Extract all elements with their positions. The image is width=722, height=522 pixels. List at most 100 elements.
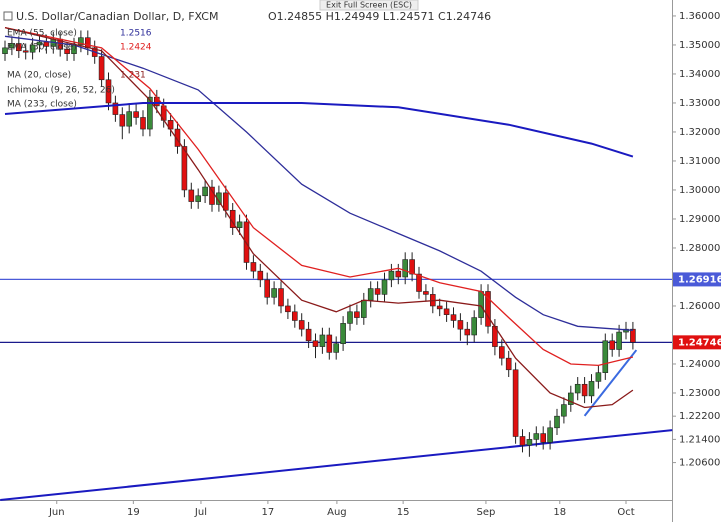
collapse-icon[interactable]: [3, 11, 13, 21]
candle-body: [236, 221, 243, 228]
candle-body: [181, 146, 188, 191]
candle-body: [554, 415, 560, 429]
candle-body: [209, 186, 215, 205]
y-tick-label: 1.33000: [679, 98, 720, 109]
x-tick-label: Jun: [48, 507, 65, 518]
candle-body: [36, 41, 43, 46]
candle-body: [112, 102, 119, 115]
ohlc: O1.24855 H1.24949 L1.24571 C1.24746: [268, 10, 491, 23]
legend-value: 1.2516: [120, 29, 152, 39]
y-tick-label: 1.31000: [679, 156, 720, 167]
legend-entry: MA (20, close): [7, 71, 71, 81]
exit-fullscreen[interactable]: Exit Full Screen (ESC): [326, 1, 412, 10]
legend-entry: MA (233, close): [7, 100, 77, 110]
candle-body: [402, 259, 409, 278]
candle-body: [485, 291, 491, 327]
x-tick-label: Sep: [477, 507, 496, 518]
trendline: [583, 349, 638, 417]
moving-average: [4, 26, 634, 409]
y-tick-label: 1.21400: [679, 434, 720, 445]
candle-body: [216, 192, 222, 205]
y-tick-label: 1.32000: [679, 127, 720, 138]
candle-body: [188, 189, 195, 202]
level-label: 1.24746: [678, 337, 722, 348]
exit-fullscreen-button[interactable]: [319, 0, 419, 11]
candle-body: [340, 323, 346, 344]
legend-entry: EMA (55, close): [7, 29, 77, 39]
header: Exit Full Screen (ESC) U.S. Dollar/Canad…: [3, 0, 491, 110]
level-label: 1.26916: [678, 274, 722, 285]
legend-entry: EMA (30, close): [7, 43, 77, 53]
candle-body: [471, 317, 478, 336]
candle-body: [464, 328, 471, 336]
candle-body: [533, 433, 540, 440]
candle-body: [223, 192, 229, 211]
candle-body: [367, 288, 374, 301]
candle-body: [22, 50, 29, 53]
candle-body: [119, 114, 126, 127]
candle-body: [360, 299, 367, 318]
candle-body: [588, 381, 595, 397]
candle-body: [381, 279, 388, 295]
candle-body: [347, 311, 353, 324]
y-tick-label: 1.34000: [679, 69, 720, 80]
candle-body: [388, 270, 395, 281]
level-box: [673, 335, 721, 350]
candle-body: [478, 291, 484, 318]
candle-body: [257, 270, 264, 281]
candle-body: [443, 308, 450, 315]
candle-body: [2, 47, 8, 54]
candle-body: [602, 340, 609, 373]
candle-body: [285, 305, 291, 313]
candle-body: [567, 392, 574, 405]
candle-body: [298, 320, 305, 330]
legend-entry: Ichimoku (9, 26, 52, 26): [7, 86, 115, 96]
candle-body: [250, 262, 257, 272]
x-tick-label: Aug: [327, 507, 347, 518]
candle-body: [64, 49, 70, 54]
candle-body: [423, 291, 429, 295]
y-tick-label: 1.35000: [679, 40, 720, 51]
candle-body: [581, 383, 588, 397]
candle-body: [409, 259, 415, 275]
candle-body: [319, 334, 326, 347]
candle-body: [498, 346, 505, 359]
candle-body: [395, 270, 402, 278]
candle-body: [326, 334, 333, 353]
y-tick-label: 1.23000: [679, 388, 720, 399]
x-tick-label: Jul: [194, 507, 207, 518]
candle-body: [574, 383, 581, 394]
trendline: [0, 429, 673, 501]
candle-body: [278, 288, 284, 307]
candle-body: [547, 427, 553, 443]
candle-body: [416, 273, 422, 292]
candle-body: [85, 37, 91, 49]
legend-value: 1.2424: [120, 43, 152, 53]
candle-body: [630, 328, 636, 343]
level-box: [673, 272, 721, 287]
candle-body: [105, 79, 112, 104]
y-tick-label: 1.29000: [679, 214, 720, 225]
candle-body: [174, 128, 181, 147]
y-tick-label: 1.28000: [679, 243, 720, 254]
moving-average: [4, 102, 634, 158]
candle-body: [354, 311, 360, 318]
candle-body: [609, 340, 616, 350]
candle-body: [512, 369, 519, 437]
x-tick-label: Oct: [617, 507, 634, 518]
candle-body: [312, 340, 319, 347]
x-tick-label: 19: [127, 507, 140, 518]
candle-body: [540, 433, 547, 443]
y-tick-label: 1.26000: [679, 301, 720, 312]
candle-body: [305, 328, 312, 342]
candle-body: [98, 56, 105, 81]
x-tick-label: 17: [262, 507, 275, 518]
candle-body: [374, 288, 381, 295]
candle-body: [333, 343, 340, 353]
candle-body: [271, 288, 277, 298]
candle-body: [505, 357, 512, 371]
x-tick-label: 18: [553, 507, 566, 518]
candle-body: [616, 331, 622, 350]
candle-body: [78, 37, 84, 46]
